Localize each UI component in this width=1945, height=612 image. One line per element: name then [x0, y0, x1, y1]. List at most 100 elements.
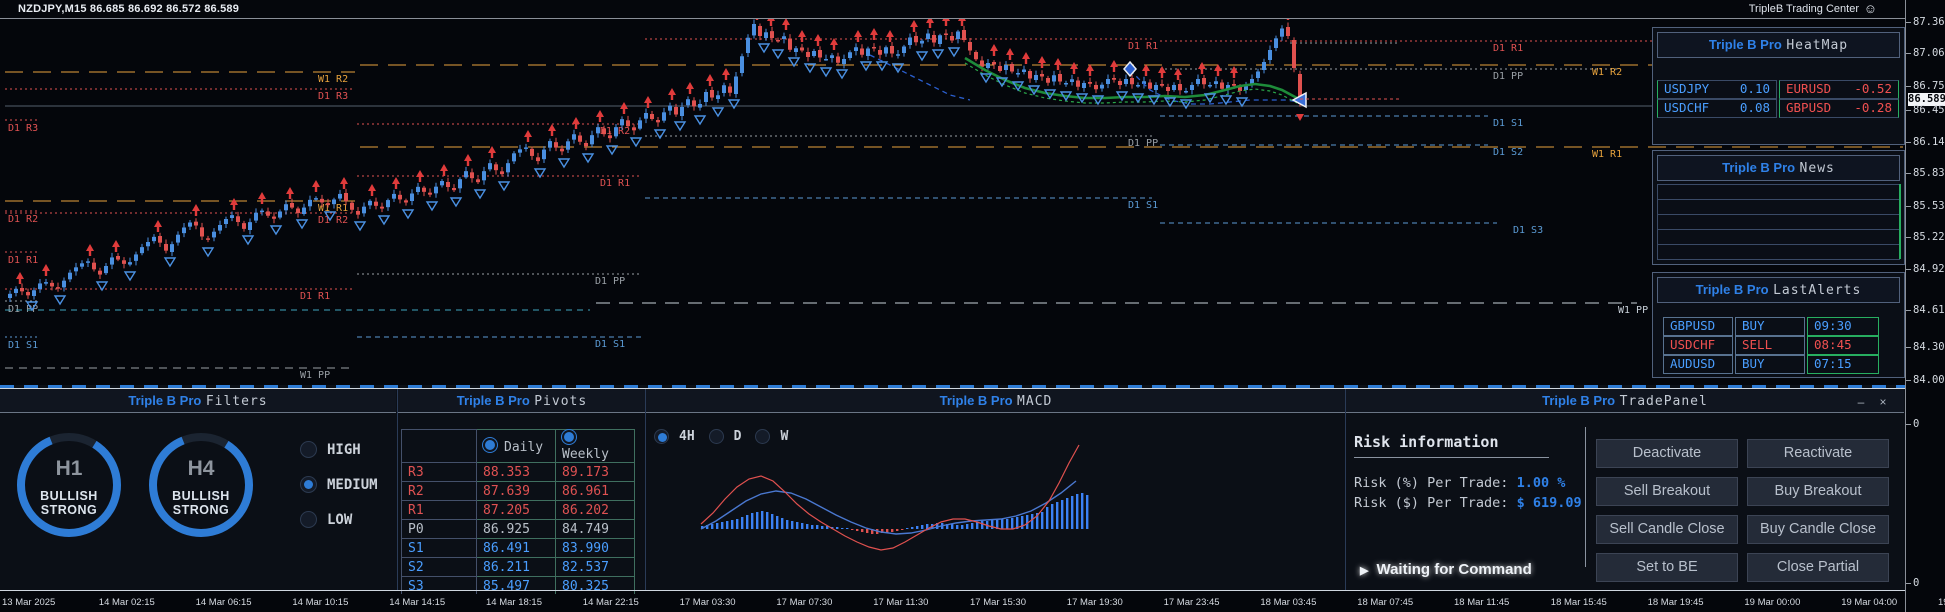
macd-histogram-bar [716, 523, 719, 529]
smiley-icon[interactable]: ☺ [1863, 1, 1877, 16]
set-to-be-button[interactable]: Set to BE [1596, 553, 1738, 582]
buy-signal-triangle-icon [1027, 85, 1041, 96]
heatmap-pair: USDJPY [1664, 81, 1710, 96]
time-axis-label: 18 Mar 11:45 [1454, 597, 1510, 608]
risk-pct-line: Risk (%) Per Trade: 1.00 % [1354, 475, 1565, 491]
sell-signal-arrow-icon [464, 154, 472, 166]
price-axis-label: 85.225 [1913, 231, 1945, 243]
sell-candle-close-button[interactable]: Sell Candle Close [1596, 515, 1738, 544]
macd-plot[interactable] [646, 419, 1346, 579]
alert-pair: USDCHF [1663, 336, 1733, 355]
pivot-weekly-value: 82.537 [555, 557, 635, 577]
buy-signal-triangle-icon [1059, 91, 1073, 102]
pivots-panel: Triple B Pro Pivots Daily Weekly R3 88.353 8… [397, 389, 646, 596]
buy-signal-triangle-icon [875, 61, 889, 72]
diamond-marker-icon [1123, 60, 1137, 78]
time-axis-label: 18 Mar 07:45 [1357, 597, 1414, 608]
sell-breakout-button[interactable]: Sell Breakout [1596, 477, 1738, 506]
price-axis-tick [1906, 86, 1911, 87]
macd-histogram-bar [901, 529, 904, 530]
buy-breakout-button[interactable]: Buy Breakout [1747, 477, 1889, 506]
pivot-level-label: D1 PP [595, 276, 625, 287]
buy-candle-close-button[interactable]: Buy Candle Close [1747, 515, 1889, 544]
sell-signal-arrow-icon [870, 28, 878, 40]
price-axis-label: 87.365 [1913, 16, 1945, 28]
radio-label: 4H [679, 429, 695, 444]
risk-level-option-medium[interactable]: MEDIUM [300, 476, 378, 493]
pivot-daily-value: 86.491 [476, 538, 556, 558]
macd-timeframe-w[interactable]: W [755, 429, 788, 444]
time-axis-label: 17 Mar 03:30 [679, 597, 736, 608]
macd-histogram-bar [936, 523, 939, 529]
macd-histogram-bar [981, 521, 984, 529]
radio-icon [755, 429, 771, 444]
close-partial-button[interactable]: Close Partial [1747, 553, 1889, 582]
macd-timeframe-d[interactable]: D [708, 429, 741, 444]
macd-histogram-bar [861, 529, 864, 532]
price-axis-label: 87.060 [1913, 47, 1945, 59]
pivot-level-label: W1 R2 [318, 74, 348, 85]
heatmap-pair: EURUSD [1786, 81, 1832, 96]
buy-signal-triangle-icon [1011, 81, 1025, 92]
pivot-col-header-weekly[interactable]: Weekly [555, 429, 635, 463]
macd-histogram-bar [1051, 504, 1054, 529]
time-axis-label: 14 Mar 22:15 [582, 597, 639, 608]
pivot-level-label: D1 R1 [1128, 41, 1158, 52]
buy-signal-triangle-icon [1163, 97, 1177, 108]
reactivate-button[interactable]: Reactivate [1747, 439, 1889, 468]
risk-level-option-high[interactable]: HIGH [300, 441, 361, 458]
alert-time: 08:45 [1807, 336, 1879, 355]
pivot-level-label: D1 PP [1493, 71, 1523, 82]
risk-level-option-low[interactable]: LOW [300, 511, 352, 528]
macd-timeframe-4h[interactable]: 4H [654, 429, 695, 444]
macd-histogram-bar [736, 519, 739, 529]
buy-signal-triangle-icon [401, 209, 415, 220]
macd-histogram-bar [866, 529, 869, 533]
status-text: Waiting for Command [1376, 561, 1532, 578]
filters-panel: Triple B Pro Filters H1 BULLISH STRONG [0, 389, 396, 590]
buy-signal-triangle-icon [581, 153, 595, 164]
radio-icon [483, 437, 497, 452]
risk-usd-label: Risk ($) Per Trade: [1354, 495, 1517, 511]
heatmap-value: -0.52 [1854, 81, 1892, 96]
pivot-level-label: D1 PP [8, 304, 38, 315]
alert-row: USDCHF SELL 08:45 [1663, 336, 1881, 355]
pivot-level-label: D1 R3 [318, 91, 348, 102]
price-axis-label: 0 [1913, 577, 1920, 589]
macd-histogram-bar [966, 524, 969, 529]
pivot-col-header-daily[interactable]: Daily [476, 429, 556, 463]
tradepanel-header: Triple B Pro TradePanel – × [1346, 389, 1904, 413]
minimize-button[interactable]: – [1857, 395, 1865, 409]
close-button[interactable]: × [1879, 395, 1887, 409]
symbol-ohlc-readout: NZDJPY,M15 86.685 86.692 86.572 86.589 [18, 3, 240, 15]
status-triangle-icon: ▶ [1360, 565, 1369, 577]
buy-signal-triangle-icon [979, 73, 993, 84]
h4-gauge: H4 BULLISH STRONG [146, 429, 256, 546]
buy-signal-triangle-icon [931, 49, 945, 60]
time-axis-label: 14 Mar 14:15 [389, 597, 446, 608]
sell-signal-arrow-icon [886, 30, 894, 42]
buy-signal-triangle-icon [995, 77, 1009, 88]
pivot-row-s2: S2 86.211 82.537 [401, 557, 635, 577]
buy-signal-triangle-icon [859, 61, 873, 72]
deactivate-button[interactable]: Deactivate [1596, 439, 1738, 468]
macd-histogram-bar [781, 518, 784, 529]
pivot-row-label: R2 [401, 481, 477, 501]
risk-usd-value: $ 619.09 [1516, 495, 1582, 511]
h4-strength-label: STRONG [172, 503, 230, 517]
heatmap-pair: USDCHF [1664, 100, 1710, 115]
brand-label: Triple B Pro [128, 393, 202, 408]
chart-title-bar: NZDJPY,M15 86.685 86.692 86.572 86.589 T… [0, 0, 1905, 19]
bottom-dock: Triple B Pro Filters H1 BULLISH STRONG [0, 385, 1905, 596]
pivot-level-label: D1 R1 [600, 178, 630, 189]
sell-signal-arrow-icon [286, 187, 294, 199]
time-axis-label: 18 Mar 15:45 [1550, 597, 1607, 608]
tradepanel: Triple B Pro TradePanel – × Risk informa… [1345, 389, 1904, 590]
sell-signal-arrow-icon [572, 117, 580, 129]
macd-histogram-bar [846, 528, 849, 529]
news-row [1657, 245, 1900, 260]
radio-icon [300, 441, 317, 458]
buy-signal-triangle-icon [473, 189, 487, 200]
macd-histogram-bar [776, 516, 779, 529]
